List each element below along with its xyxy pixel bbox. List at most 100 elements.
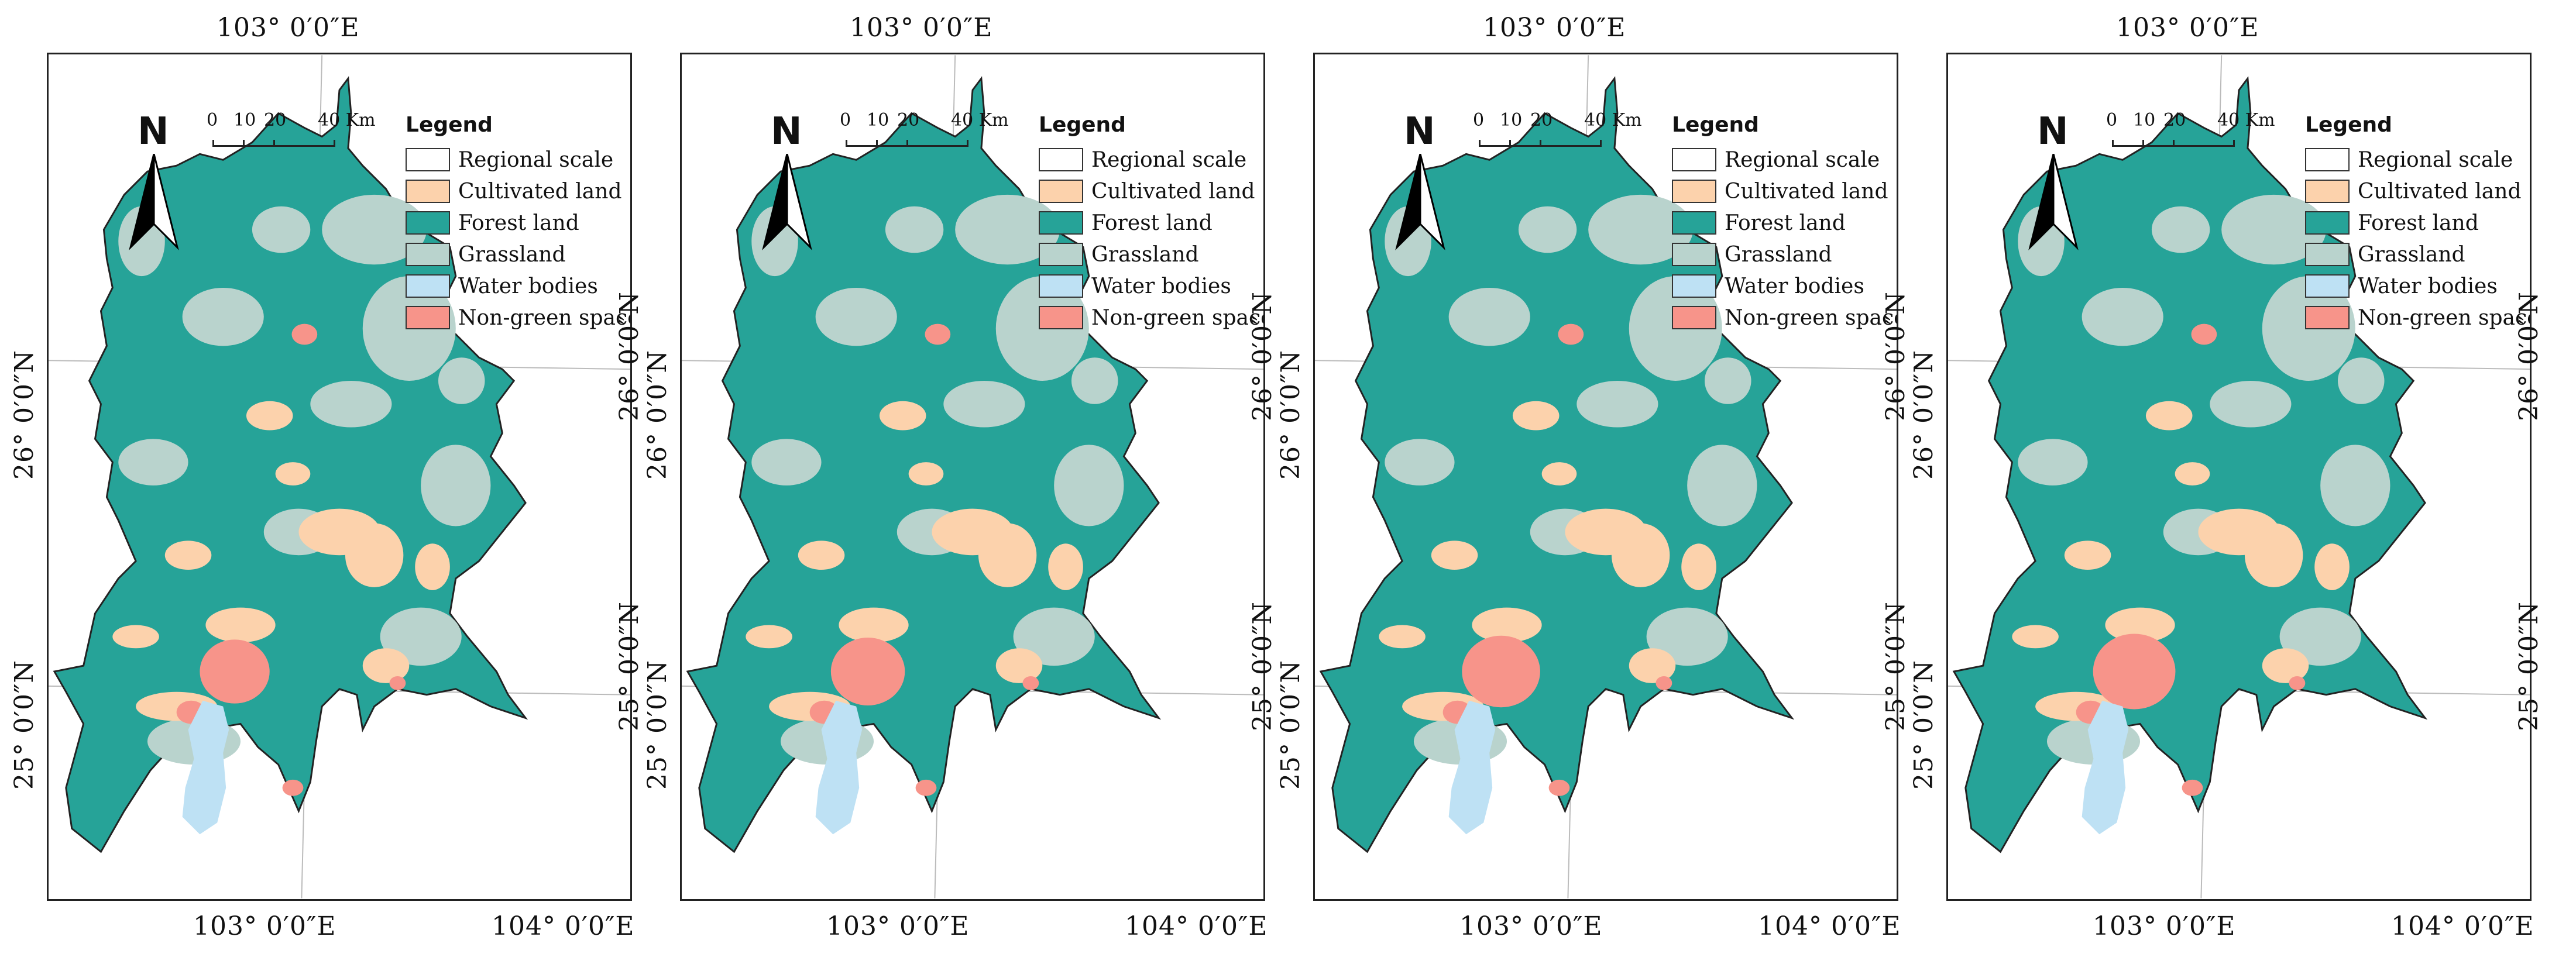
map-frame: N 0 10 20 40 Km Legend Region xyxy=(680,53,1265,901)
left-latitude-label-26: 26° 0′0″N xyxy=(9,350,39,480)
north-arrow-icon xyxy=(1395,154,1445,250)
left-latitude-label-25: 25° 0′0″N xyxy=(1909,660,1939,790)
legend-swatch xyxy=(406,211,450,235)
non-green-spaces xyxy=(1442,323,1672,796)
legend-label: Regional scale xyxy=(2358,147,2513,172)
legend-item: Forest land xyxy=(2305,207,2530,239)
legend-item: Regional scale xyxy=(406,144,630,175)
bottom-longitude-label-103: 103° 0′0″E xyxy=(2093,911,2236,941)
legend-item: Cultivated land xyxy=(2305,175,2530,207)
scale-tick-label: 10 xyxy=(2133,110,2156,130)
legend-swatch xyxy=(1039,274,1083,298)
legend-item: Water bodies xyxy=(1672,270,1897,302)
north-label: N xyxy=(771,110,802,153)
legend-label: Forest land xyxy=(1725,211,1846,235)
legend-swatch xyxy=(2305,243,2350,266)
legend-label: Grassland xyxy=(458,242,566,267)
left-latitude-label-26: 26° 0′0″N xyxy=(1909,350,1939,480)
scale-tick-label: 10 xyxy=(233,110,256,130)
left-latitude-label-25: 25° 0′0″N xyxy=(1276,660,1306,790)
legend-swatch xyxy=(1672,243,1716,266)
legend-label: Cultivated land xyxy=(2358,179,2522,204)
scale-bar-line xyxy=(212,138,335,147)
legend-item: Forest land xyxy=(1039,207,1263,239)
scale-tick-label: 10 xyxy=(867,110,889,130)
legend-label: Water bodies xyxy=(1091,274,1231,298)
top-longitude-label: 103° 0′0″E xyxy=(1483,13,1626,43)
legend-swatch xyxy=(1039,306,1083,329)
legend-item: Grassland xyxy=(1039,239,1263,270)
legend-label: Non-green spaces xyxy=(1091,305,1265,330)
north-label: N xyxy=(2037,110,2069,153)
scale-bar-line xyxy=(1479,138,1602,147)
scale-tick-label: 0 xyxy=(1473,110,1485,130)
scale-tick-label: 40 Km xyxy=(318,110,376,130)
legend-swatch xyxy=(406,274,450,298)
map-panel-2015: 103° 0′0″E xyxy=(1266,0,1911,964)
legend-swatch xyxy=(1672,306,1716,329)
legend: Legend Regional scale Cultivated land Fore… xyxy=(1672,113,1898,333)
year-label: 2015 xyxy=(1836,897,1897,899)
map-frame: N 0 10 20 40 Km Legend Region xyxy=(1946,53,2532,901)
legend-label: Cultivated land xyxy=(458,179,622,204)
legend-swatch xyxy=(406,243,450,266)
legend-swatch xyxy=(1039,180,1083,203)
scale-tick-label: 40 Km xyxy=(951,110,1009,130)
legend-label: Forest land xyxy=(458,211,579,235)
legend-item: Non-green spaces xyxy=(1039,302,1265,333)
scale-bar-line xyxy=(846,138,968,147)
lake-water-body xyxy=(815,700,863,835)
legend-label: Non-green spaces xyxy=(2358,305,2532,330)
north-label: N xyxy=(138,110,169,153)
left-latitude-label-25: 25° 0′0″N xyxy=(9,660,39,790)
legend-label: Regional scale xyxy=(1091,147,1247,172)
right-latitude-label-26: 26° 0′0″N xyxy=(2514,291,2544,421)
lake-water-body xyxy=(1448,700,1496,835)
legend: Legend Regional scale Cultivated land Fore… xyxy=(2305,113,2532,333)
scale-bar: 0 10 20 40 Km xyxy=(207,110,376,151)
legend: Legend Regional scale Cultivated land Fore… xyxy=(1039,113,1265,333)
left-latitude-label-26: 26° 0′0″N xyxy=(643,350,672,480)
north-label: N xyxy=(1404,110,1435,153)
scale-bar: 0 10 20 40 Km xyxy=(840,110,1009,151)
bottom-longitude-label-103: 103° 0′0″E xyxy=(193,911,336,941)
legend-label: Grassland xyxy=(1725,242,1832,267)
legend-label: Non-green spaces xyxy=(458,305,632,330)
right-latitude-label-25: 25° 0′0″N xyxy=(2514,601,2544,731)
legend-item: Water bodies xyxy=(406,270,630,302)
legend-label: Cultivated land xyxy=(1091,179,1255,204)
left-latitude-label-26: 26° 0′0″N xyxy=(1276,350,1306,480)
legend-swatch xyxy=(1039,243,1083,266)
land-use-map xyxy=(682,55,1263,898)
north-arrow-icon xyxy=(2028,154,2079,250)
legend-label: Grassland xyxy=(2358,242,2465,267)
legend-item: Non-green spaces xyxy=(1672,302,1898,333)
legend-title: Legend xyxy=(2305,113,2392,137)
top-longitude-label: 103° 0′0″E xyxy=(2116,13,2259,43)
lake-water-body xyxy=(182,700,229,835)
north-arrow-icon xyxy=(129,154,179,250)
legend-swatch xyxy=(2305,306,2350,329)
scale-tick-label: 40 Km xyxy=(1584,110,1642,130)
bottom-longitude-label-104: 104° 0′0″E xyxy=(492,911,635,941)
bottom-longitude-label-104: 104° 0′0″E xyxy=(1125,911,1268,941)
legend-item: Grassland xyxy=(2305,239,2530,270)
legend-label: Cultivated land xyxy=(1725,179,1888,204)
legend-label: Non-green spaces xyxy=(1725,305,1898,330)
legend-label: Forest land xyxy=(2358,211,2479,235)
legend-swatch xyxy=(1039,211,1083,235)
scale-tick-label: 0 xyxy=(840,110,851,130)
scale-tick-label: 0 xyxy=(207,110,218,130)
legend-swatch xyxy=(2305,274,2350,298)
bottom-longitude-label-104: 104° 0′0″E xyxy=(1758,911,1901,941)
land-use-map xyxy=(1315,55,1897,898)
land-use-map xyxy=(1948,55,2530,898)
scale-bar: 0 10 20 40 Km xyxy=(1473,110,1642,151)
scale-bar: 0 10 20 40 Km xyxy=(2106,110,2275,151)
north-arrow: N xyxy=(1385,110,1455,250)
legend-swatch xyxy=(1672,180,1716,203)
lake-water-body xyxy=(2082,700,2129,835)
north-arrow: N xyxy=(119,110,189,250)
scale-tick-label: 20 xyxy=(897,110,920,130)
land-use-map xyxy=(49,55,630,898)
